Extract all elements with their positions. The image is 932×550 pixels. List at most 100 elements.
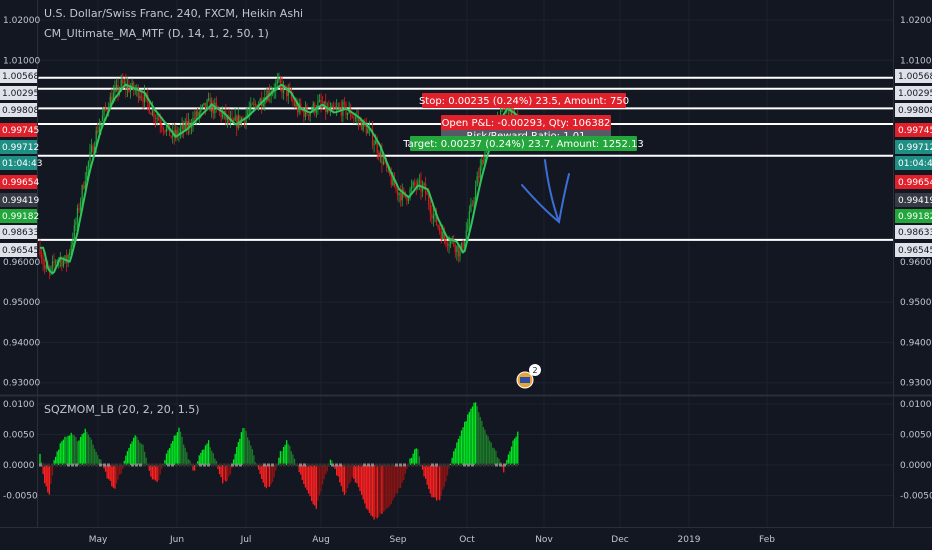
candle-body xyxy=(295,104,297,107)
momentum-bar xyxy=(437,465,439,500)
price-badge-left xyxy=(0,103,37,117)
open-pl-label-box[interactable] xyxy=(441,115,611,130)
momentum-bar xyxy=(435,465,438,501)
squeeze-dot xyxy=(471,463,474,467)
momentum-bar xyxy=(321,465,324,485)
momentum-histogram xyxy=(39,402,519,520)
momentum-bar xyxy=(47,465,49,493)
candle-body xyxy=(331,105,333,109)
momentum-bar xyxy=(136,436,138,465)
candle-body xyxy=(109,96,111,110)
candle-body xyxy=(151,109,154,115)
candle-body xyxy=(165,127,168,132)
target-label[interactable]: Target: 0.00237 (0.24%) 23.7, Amount: 12… xyxy=(402,136,644,151)
stop-label-box[interactable] xyxy=(422,93,626,108)
candle-body xyxy=(250,103,252,111)
squeeze-dot xyxy=(407,463,410,467)
candle-body xyxy=(69,252,71,256)
momentum-bar xyxy=(465,421,467,465)
squeeze-dot xyxy=(419,463,422,467)
squeeze-dot xyxy=(291,463,294,467)
price-badge-right xyxy=(895,243,932,257)
momentum-bar xyxy=(79,436,82,465)
momentum-bar xyxy=(415,448,417,465)
momentum-bar xyxy=(67,435,69,465)
candle-body xyxy=(365,124,367,134)
momentum-bar xyxy=(98,459,100,465)
candle-body xyxy=(154,118,157,120)
target-label-box[interactable] xyxy=(410,136,637,151)
momentum-bar xyxy=(485,434,488,465)
candle-body xyxy=(318,100,321,102)
squeeze-dot xyxy=(175,463,178,467)
squeeze-dot xyxy=(335,463,338,467)
symbol-legend[interactable]: U.S. Dollar/Swiss Franc, 240, FXCM, Heik… xyxy=(44,7,304,20)
momentum-bar xyxy=(473,402,475,465)
momentum-bar xyxy=(104,465,107,472)
y-tick-left: 0.96000 xyxy=(3,258,40,268)
momentum-bar xyxy=(93,448,96,465)
price-badge-left-text: 1.00568 xyxy=(2,72,39,82)
candle-body xyxy=(443,231,445,239)
squeeze-dot xyxy=(143,463,146,467)
momentum-bar xyxy=(403,465,405,480)
momentum-bar xyxy=(237,442,239,465)
candle-body xyxy=(237,115,239,128)
x-tick-label: Oct xyxy=(459,535,475,545)
trade-annotations[interactable]: Stop: 0.00235 (0.24%) 23.5, Amount: 750R… xyxy=(402,93,644,389)
momentum-bar xyxy=(265,465,268,489)
event-flag-icon[interactable]: 2 xyxy=(516,364,541,389)
candle-body xyxy=(357,117,360,122)
momentum-bar xyxy=(345,465,347,494)
x-tick-label: Nov xyxy=(535,535,553,545)
y-tick-right: 0.95000 xyxy=(900,298,932,308)
candle-body xyxy=(200,107,202,113)
ma-legend[interactable]: CM_Ultimate_MA_MTF (D, 14, 1, 2, 50, 1) xyxy=(44,27,269,40)
momentum-bar xyxy=(286,440,288,465)
candle-body xyxy=(231,117,233,119)
momentum-bar xyxy=(459,435,461,465)
squeeze-dot xyxy=(375,463,378,467)
momentum-bar xyxy=(456,442,458,465)
oscillator-legend[interactable]: SQZMOM_LB (20, 2, 20, 1.5) xyxy=(44,403,200,416)
momentum-bar xyxy=(239,438,241,465)
momentum-bar xyxy=(290,451,293,465)
momentum-bar xyxy=(478,412,480,465)
momentum-bar xyxy=(165,453,168,465)
momentum-bar xyxy=(356,465,358,484)
candle-body xyxy=(467,224,469,231)
candle-body xyxy=(122,79,124,84)
open-pl-label[interactable]: Open P&L: -0.00293, Qty: 106382 xyxy=(441,115,611,130)
squeeze-dot xyxy=(339,463,342,467)
candle-body xyxy=(454,245,456,253)
squeeze-dot xyxy=(511,463,514,467)
momentum-bar xyxy=(474,402,477,465)
y-tick-right: 0.94000 xyxy=(900,338,932,348)
momentum-bar xyxy=(489,440,491,465)
stop-label[interactable]: Stop: 0.00235 (0.24%) 23.5, Amount: 750 xyxy=(419,93,629,108)
price-badge-left xyxy=(0,156,37,170)
candle-body xyxy=(253,103,255,105)
candle-body xyxy=(112,92,114,104)
candle-body xyxy=(437,224,439,228)
momentum-bar xyxy=(125,455,127,465)
squeeze-dot xyxy=(251,463,254,467)
momentum-bar xyxy=(373,465,375,520)
momentum-bar xyxy=(482,427,485,465)
momentum-bar xyxy=(350,465,352,482)
momentum-bar xyxy=(154,465,157,481)
candle-body xyxy=(86,166,88,181)
momentum-bar xyxy=(426,465,428,485)
candle-body xyxy=(426,193,428,196)
squeeze-dot xyxy=(363,463,366,467)
momentum-bar xyxy=(370,465,372,516)
candle-body xyxy=(359,120,361,122)
momentum-bar xyxy=(429,465,431,494)
squeeze-dot xyxy=(123,463,126,467)
price-badge-right xyxy=(895,209,932,223)
momentum-bar xyxy=(404,465,406,475)
momentum-bar xyxy=(513,438,516,465)
candle-body xyxy=(293,101,296,107)
squeeze-dot xyxy=(55,463,58,467)
